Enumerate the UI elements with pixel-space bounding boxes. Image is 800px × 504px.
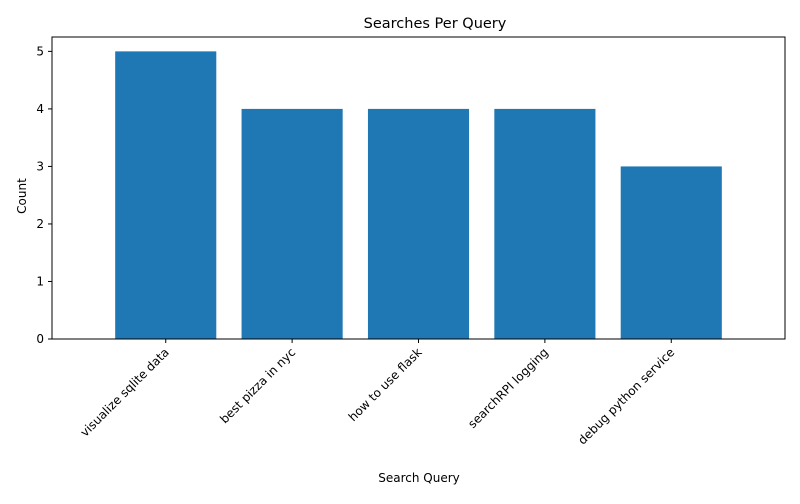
x-tick-label-1: best pizza in nyc: [217, 345, 298, 426]
y-tick-label-2: 2: [36, 217, 44, 231]
bar-4: [620, 166, 722, 339]
x-tick-label-2: how to use flask: [346, 345, 425, 424]
chart-title: Searches Per Query: [364, 16, 507, 32]
y-axis-label: Count: [15, 178, 29, 214]
y-tick-label-1: 1: [36, 274, 44, 288]
y-tick-label-4: 4: [36, 102, 44, 116]
x-tick-label-4: debug python service: [575, 345, 677, 447]
bar-3: [494, 108, 596, 340]
x-tick-label-0: visualize sqlite data: [78, 345, 172, 439]
x-axis: visualize sqlite data best pizza in nyc ho…: [78, 339, 677, 447]
bar-2: [367, 108, 470, 340]
x-tick-label-3: searchRPI logging: [465, 345, 551, 431]
bar-1: [241, 108, 343, 340]
bars-group: [115, 51, 722, 340]
y-tick-label-0: 0: [36, 332, 44, 346]
x-axis-label: Search Query: [378, 471, 460, 485]
plot-frame: [51, 36, 786, 340]
y-tick-label-5: 5: [36, 44, 44, 58]
bar-0: [115, 51, 217, 339]
y-axis: 0 1 2 3 4 5: [36, 44, 52, 346]
y-tick-label-3: 3: [36, 159, 44, 173]
